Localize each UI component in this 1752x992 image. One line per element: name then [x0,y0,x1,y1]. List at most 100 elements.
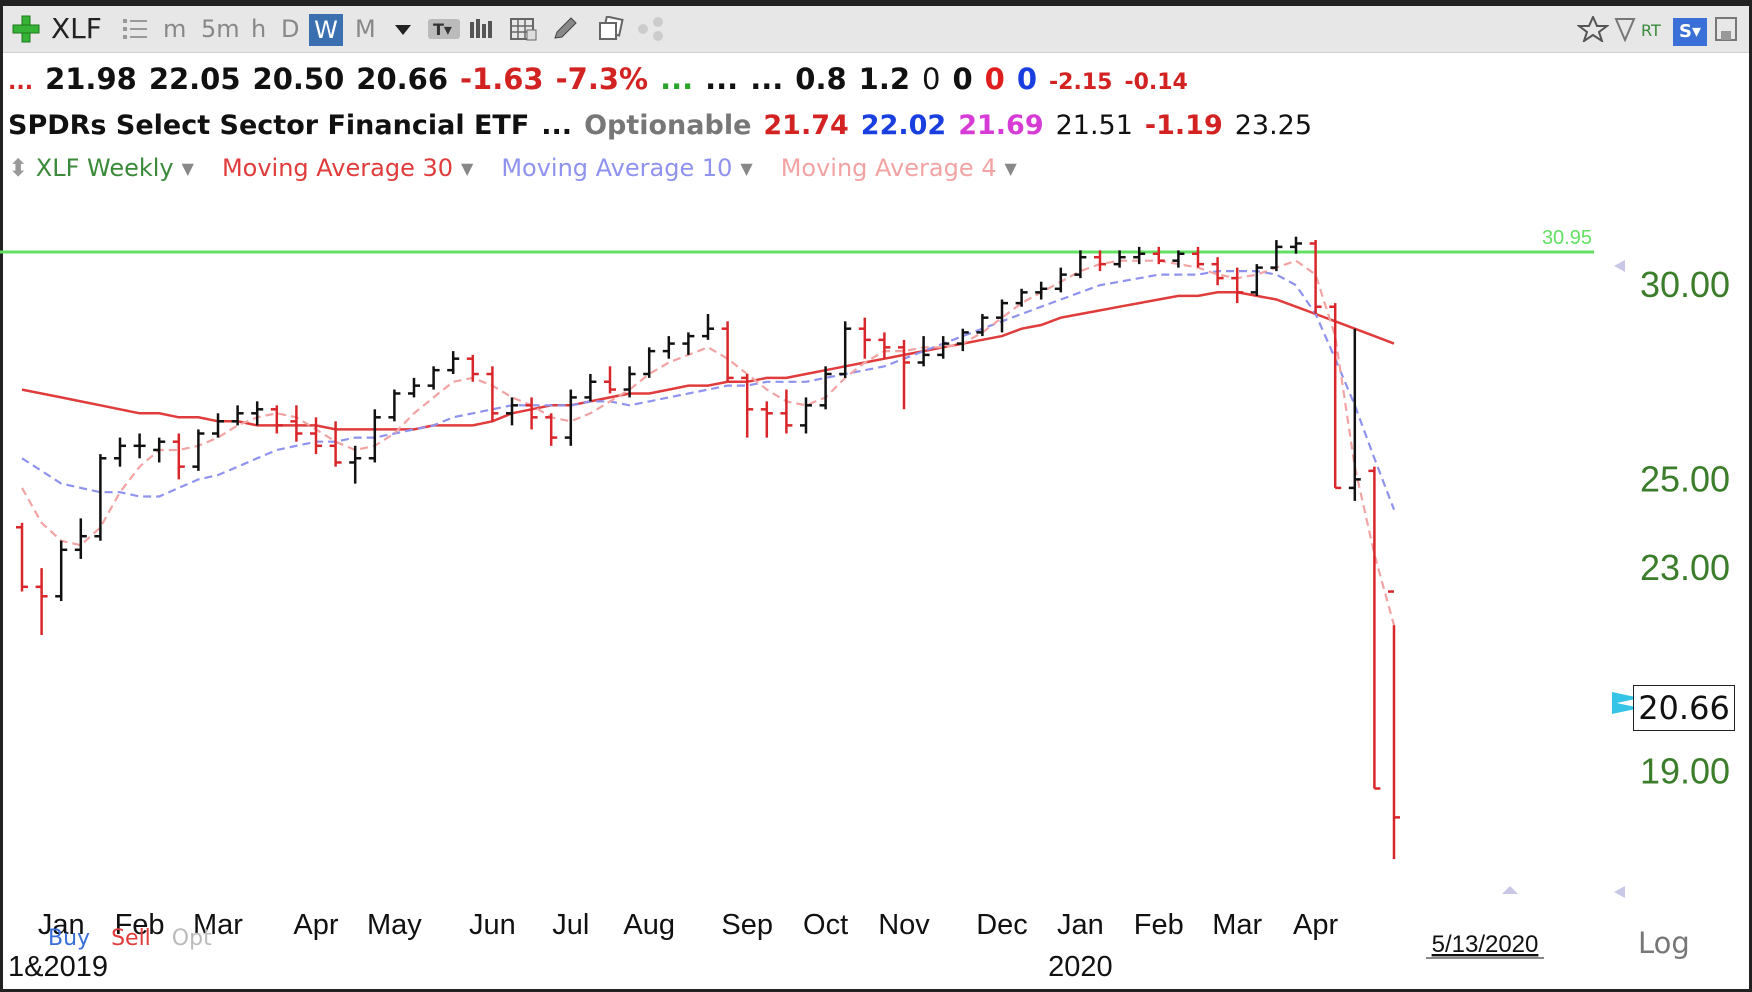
chevron-down-icon[interactable]: ▼ [181,159,194,178]
info-value-7: -1.19 [1144,110,1223,141]
quote-value-7: ... [660,62,694,96]
alert-flag-icon[interactable] [1613,16,1637,42]
x-tick-label: Oct [803,909,848,941]
info-value-2: Optionable [584,110,752,141]
quote-value-8: ... [705,62,739,96]
draw-pencil-icon[interactable] [551,16,579,42]
info-value-5: 21.69 [958,110,1044,141]
quote-row-prices: ... 21.98 22.05 20.50 20.66 -1.63 -7.3%.......… [8,58,1200,100]
chevron-down-icon[interactable]: ▼ [1004,159,1017,178]
legend-label: Moving Average 30 [221,154,453,182]
list-icon[interactable] [121,16,149,42]
info-value-0: SPDRs Select Sector Financial ETF [8,110,530,141]
log-scale-toggle[interactable]: Log [1638,926,1690,960]
scroll-up-icon [1502,886,1518,894]
opt-button[interactable]: Opt [171,926,212,951]
reference-line-label: 30.95 [1542,227,1592,249]
date-label: 5/13/2020 [1432,931,1539,958]
copy-chart-icon[interactable] [597,16,625,42]
legend-item-3[interactable]: Moving Average 4 ▼ [781,150,1017,187]
quote-value-6: -7.3% [555,62,649,96]
interval-5m[interactable]: 5m [201,15,240,43]
quote-value-14: 0 [984,62,1005,96]
quote-value-12: 0 [922,62,941,96]
year-label: 1&2019 [8,951,108,983]
realtime-label[interactable]: RT [1641,21,1661,40]
quote-value-9: ... [750,62,784,96]
x-tick-label: Dec [976,909,1028,941]
quote-value-11: 1.2 [858,62,911,96]
x-tick-label: Mar [193,909,243,941]
buy-button[interactable]: Buy [48,926,91,951]
quote-value-1: 21.98 [45,62,137,96]
legend-label: Moving Average 4 [780,154,997,182]
legend-item-2[interactable]: Moving Average 10 ▼ [501,150,752,187]
interval-d[interactable]: D [281,15,300,43]
info-value-4: 22.02 [860,110,947,141]
scroll-marker-icon [1614,260,1625,272]
interval-h[interactable]: h [251,15,267,43]
x-tick-label: Apr [1293,909,1338,941]
info-value-8: 23.25 [1234,110,1313,141]
ma10-line [21,270,1396,510]
info-value-6: 21.51 [1055,110,1133,141]
bar-style-icon[interactable] [467,16,495,42]
x-tick-label: May [367,909,422,941]
quote-value-17: -0.14 [1124,70,1188,95]
chart-legend: ⬍ XLF Weekly ▼ Moving Average 30 ▼ Moving Av… [8,150,1045,186]
add-symbol-icon[interactable] [11,14,41,44]
toolbar: XLF m 5m h D W M T▾ RT S▾ [3,6,1749,53]
quote-value-15: 0 [1016,62,1038,96]
trade-buttons: Buy Sell Opt [4,926,212,951]
drag-handle-icon[interactable]: ⬍ [8,154,36,182]
last-price-box: 20.66 [1633,685,1735,731]
text-tool-icon[interactable]: T▾ [427,16,461,42]
chevron-down-icon[interactable]: ▼ [461,159,474,178]
ma30-line [21,291,1395,431]
sv-button[interactable]: S▾ [1673,18,1707,46]
quote-row-description: SPDRs Select Sector Financial ETF... Opti… [8,106,1324,146]
star-icon[interactable] [1577,16,1609,42]
sell-button[interactable]: Sell [111,926,151,951]
info-value-3: 21.74 [763,110,849,141]
legend-item-1[interactable]: Moving Average 30 ▼ [222,150,473,187]
price-marker-icon [1612,692,1640,704]
quote-value-4: 20.66 [356,62,449,96]
x-tick-label: Nov [878,909,930,941]
share-icon[interactable] [637,16,665,42]
indicators-icon[interactable] [509,16,537,42]
legend-label: Moving Average 10 [501,154,733,182]
y-tick-label: 23.00 [1640,547,1730,588]
y-tick-label: 30.00 [1640,264,1730,305]
chevron-down-icon[interactable]: ▼ [740,159,753,178]
symbol-label[interactable]: XLF [51,12,102,45]
quote-value-10: 0.8 [795,62,847,96]
x-tick-label: Feb [1134,909,1184,941]
ma4-line [21,259,1396,626]
quote-value-16: -2.15 [1049,70,1113,95]
scroll-marker-icon [1614,886,1625,898]
interval-m[interactable]: m [163,15,187,43]
interval-month[interactable]: M [355,15,376,43]
x-tick-label: Jan [1057,909,1104,941]
x-tick-label: Jun [469,909,516,941]
interval-w[interactable]: W [309,14,343,46]
quote-value-5: -1.63 [460,62,544,96]
x-tick-label: Sep [721,909,773,941]
x-tick-label: Apr [293,909,338,941]
x-tick-label: Jul [552,909,589,941]
quote-value-2: 22.05 [148,62,241,96]
info-value-1: ... [541,110,573,141]
date-label-bg [1426,924,1544,960]
quote-value-0: ... [8,70,34,95]
x-tick-label: Mar [1212,909,1262,941]
quote-value-3: 20.50 [252,62,345,96]
svg-text:T▾: T▾ [433,20,452,39]
save-icon[interactable] [1713,16,1741,42]
legend-item-0[interactable]: ⬍ XLF Weekly ▼ [8,150,194,187]
chevron-down-icon[interactable] [389,16,417,42]
y-tick-label: 19.00 [1640,751,1730,792]
legend-label: XLF Weekly [35,154,174,182]
